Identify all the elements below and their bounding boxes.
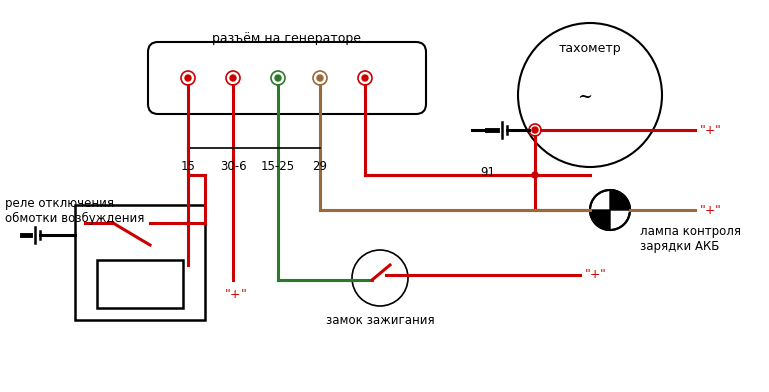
Circle shape bbox=[317, 75, 323, 81]
Circle shape bbox=[532, 172, 538, 178]
Text: "+: "+ bbox=[700, 203, 717, 216]
Text: "+: "+ bbox=[700, 123, 717, 136]
Wedge shape bbox=[590, 210, 610, 230]
Text: ": " bbox=[715, 203, 721, 216]
Text: тахометр: тахометр bbox=[559, 42, 621, 54]
Text: 91: 91 bbox=[480, 165, 495, 178]
Wedge shape bbox=[610, 190, 630, 210]
Circle shape bbox=[275, 75, 281, 81]
Circle shape bbox=[271, 71, 285, 85]
Text: ": " bbox=[241, 289, 247, 301]
Circle shape bbox=[362, 75, 368, 81]
Circle shape bbox=[358, 71, 372, 85]
Circle shape bbox=[529, 124, 541, 136]
Text: ~: ~ bbox=[578, 88, 593, 106]
Text: разъём на генераторе: разъём на генераторе bbox=[212, 31, 361, 45]
Circle shape bbox=[352, 250, 408, 306]
Circle shape bbox=[518, 23, 662, 167]
Text: 29: 29 bbox=[312, 160, 328, 173]
Text: 15-25: 15-25 bbox=[261, 160, 295, 173]
Text: реле отключения
обмотки возбуждения: реле отключения обмотки возбуждения bbox=[5, 197, 145, 225]
Bar bbox=[75, 205, 205, 320]
Circle shape bbox=[590, 190, 630, 230]
Text: замок зажигания: замок зажигания bbox=[326, 314, 434, 327]
Text: 30-6: 30-6 bbox=[220, 160, 246, 173]
Text: лампа контроля
зарядки АКБ: лампа контроля зарядки АКБ bbox=[640, 225, 741, 253]
Text: ": " bbox=[600, 269, 606, 281]
Circle shape bbox=[532, 127, 538, 133]
Text: "+: "+ bbox=[585, 269, 601, 281]
Circle shape bbox=[226, 71, 240, 85]
Circle shape bbox=[313, 71, 327, 85]
Text: 15: 15 bbox=[181, 160, 195, 173]
Circle shape bbox=[185, 75, 191, 81]
Circle shape bbox=[230, 75, 236, 81]
Circle shape bbox=[181, 71, 195, 85]
Text: ": " bbox=[715, 123, 721, 136]
Text: "+: "+ bbox=[225, 289, 241, 301]
Bar bbox=[97, 260, 183, 308]
